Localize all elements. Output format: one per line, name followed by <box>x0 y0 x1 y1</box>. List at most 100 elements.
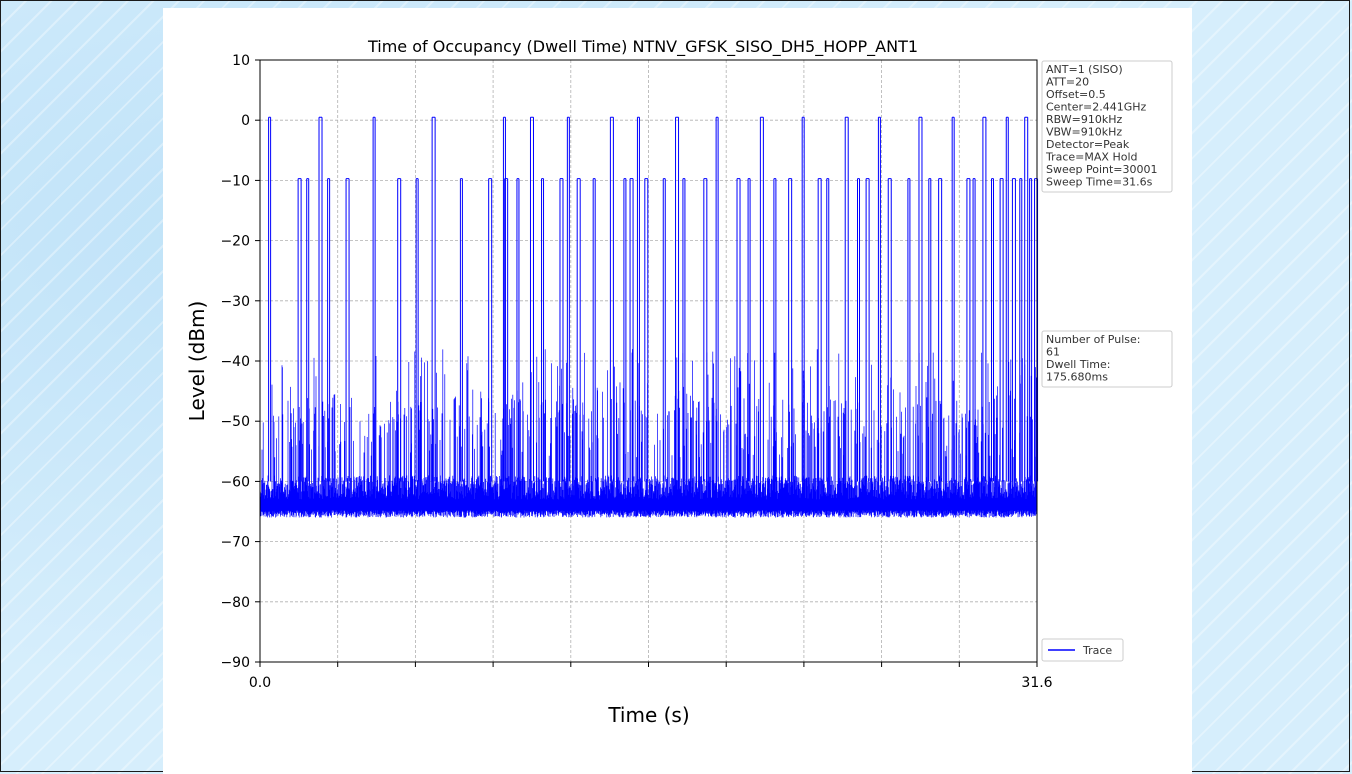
trace-pulse <box>306 178 310 482</box>
y-tick-label: 10 <box>232 53 250 69</box>
info-line: 61 <box>1046 346 1060 359</box>
trace-pulse <box>966 178 971 482</box>
y-tick-label: −10 <box>220 173 250 189</box>
trace-pulse <box>1019 178 1023 482</box>
y-tick-label: −70 <box>220 535 250 551</box>
x-axis: 0.0 31.6 <box>249 662 1053 691</box>
trace-pulse <box>592 178 596 482</box>
info-line: ANT=1 (SISO) <box>1046 63 1123 76</box>
trace-pulse <box>504 178 509 482</box>
trace-pulse <box>675 116 680 482</box>
trace-pulse <box>327 178 331 482</box>
trace-pulse <box>972 178 976 482</box>
trace-pulse <box>516 178 520 482</box>
trace-pulse <box>938 178 943 482</box>
y-tick-label: −20 <box>220 234 250 250</box>
trace-pulse <box>566 116 570 482</box>
trace-pulse <box>918 116 923 482</box>
trace-pulse <box>431 116 436 482</box>
trace-pulse <box>488 178 493 482</box>
trace-pulse <box>703 178 708 482</box>
y-tick-label: −50 <box>220 414 250 430</box>
info-line: Dwell Time: <box>1046 358 1110 371</box>
trace-pulse <box>991 178 995 482</box>
trace-pulse <box>268 116 272 482</box>
trace-pulse <box>715 116 719 482</box>
chart-title: Time of Occupancy (Dwell Time) NTNV_GFSK… <box>367 37 918 57</box>
info-line: Offset=0.5 <box>1046 88 1106 101</box>
legend-label: Trace <box>1082 644 1112 657</box>
info-line: ATT=20 <box>1046 76 1089 89</box>
trace-pulse <box>318 116 323 482</box>
resultbox-frame <box>1041 330 1173 388</box>
trace-pulse <box>877 116 881 482</box>
info-line: Trace=MAX Hold <box>1045 151 1138 164</box>
x-axis-label: Time (s) <box>607 703 689 727</box>
trace-pulse <box>1029 178 1033 482</box>
trace-pulse <box>1005 116 1009 482</box>
trace-pulse <box>857 178 861 482</box>
legend-frame <box>1041 638 1124 662</box>
trace-pulse <box>372 116 376 482</box>
trace-pulse <box>459 178 463 482</box>
trace-pulse <box>623 178 627 482</box>
trace-pulse <box>982 116 987 482</box>
info-line: 175.680ms <box>1046 371 1108 384</box>
trace-pulse <box>801 116 805 482</box>
trace-pulse <box>502 116 506 482</box>
trace-pulse <box>609 116 614 482</box>
trace-pulse <box>559 178 564 482</box>
info-line: Sweep Point=30001 <box>1046 163 1158 176</box>
trace-pulse <box>576 178 581 482</box>
trace-pulse <box>297 178 302 482</box>
x-tick-label: 0.0 <box>249 675 271 691</box>
trace-pulse <box>541 178 545 482</box>
trace-pulse <box>826 178 830 482</box>
y-tick-label: −30 <box>220 294 250 310</box>
trace-pulse <box>887 178 892 482</box>
trace-pulse <box>629 178 634 482</box>
trace-pulse <box>1011 178 1016 482</box>
trace-pulse <box>644 178 649 482</box>
legend: Trace <box>1041 638 1124 662</box>
trace-pulse <box>662 178 666 482</box>
trace-pulse <box>529 116 534 482</box>
info-line: Number of Pulse: <box>1046 333 1140 346</box>
info-line: Sweep Time=31.6s <box>1046 176 1153 189</box>
info-line: Center=2.441GHz <box>1046 101 1147 114</box>
trace-pulse <box>1024 116 1029 482</box>
trace-pulse <box>636 116 640 482</box>
trace-pulse <box>415 178 419 482</box>
trace-pulse <box>951 116 955 482</box>
trace-pulse <box>817 178 822 482</box>
y-tick-label: −40 <box>220 354 250 370</box>
trace-pulse <box>788 178 793 482</box>
infobox-frame <box>1041 60 1173 193</box>
trace-pulse <box>865 178 870 482</box>
grid-lines <box>260 60 1037 662</box>
trace-pulse <box>844 116 849 482</box>
trace-pulse <box>773 178 777 482</box>
trace-pulse <box>759 116 764 482</box>
x-tick-label: 31.6 <box>1021 675 1052 691</box>
trace-pulse <box>999 178 1004 482</box>
y-axis-label: Level (dBm) <box>185 301 209 422</box>
settings-info-box: ANT=1 (SISO)ATT=20Offset=0.5Center=2.441… <box>1041 60 1173 193</box>
trace-pulse <box>907 178 911 482</box>
info-line: VBW=910kHz <box>1046 126 1122 139</box>
y-tick-label: 0 <box>241 113 250 129</box>
y-tick-label: −90 <box>220 655 250 671</box>
y-axis: 10 0 −10 −20 −30 −40 −50 −60 −70 −80 −90 <box>220 53 260 671</box>
trace-series <box>259 116 1039 518</box>
trace-pulse <box>736 178 741 482</box>
trace-pulse <box>397 178 402 482</box>
trace-pulse <box>928 178 932 482</box>
y-tick-label: −80 <box>220 595 250 611</box>
info-line: Detector=Peak <box>1046 138 1130 151</box>
info-line: RBW=910kHz <box>1046 113 1123 126</box>
trace-pulse <box>345 178 350 482</box>
y-tick-label: −60 <box>220 474 250 490</box>
trace-pulse <box>747 178 751 482</box>
